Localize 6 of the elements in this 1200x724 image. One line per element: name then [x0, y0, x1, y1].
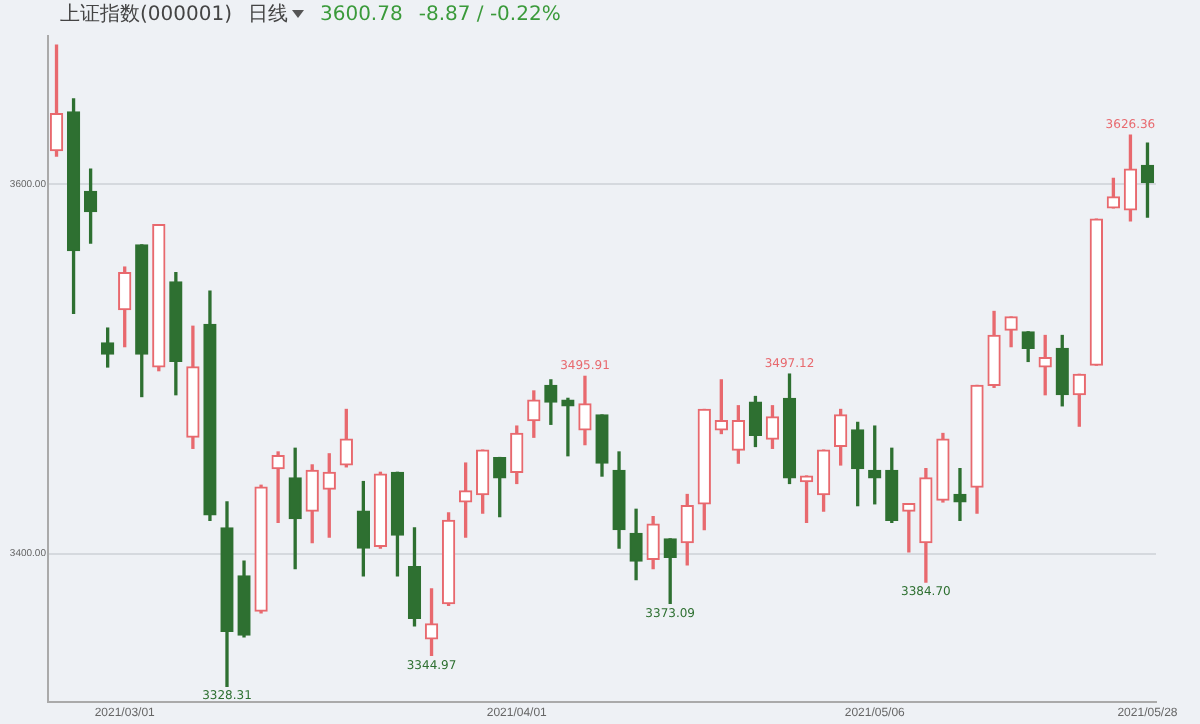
- text: 日线: [247, 1, 290, 28]
- text: -8.87 / -0.22%: [418, 3, 561, 25]
- candlestick: [953, 467, 967, 522]
- text: 3600.78: [319, 3, 403, 25]
- candlestick: [271, 451, 285, 523]
- chart-title: 上证指数(000001): [60, 1, 232, 28]
